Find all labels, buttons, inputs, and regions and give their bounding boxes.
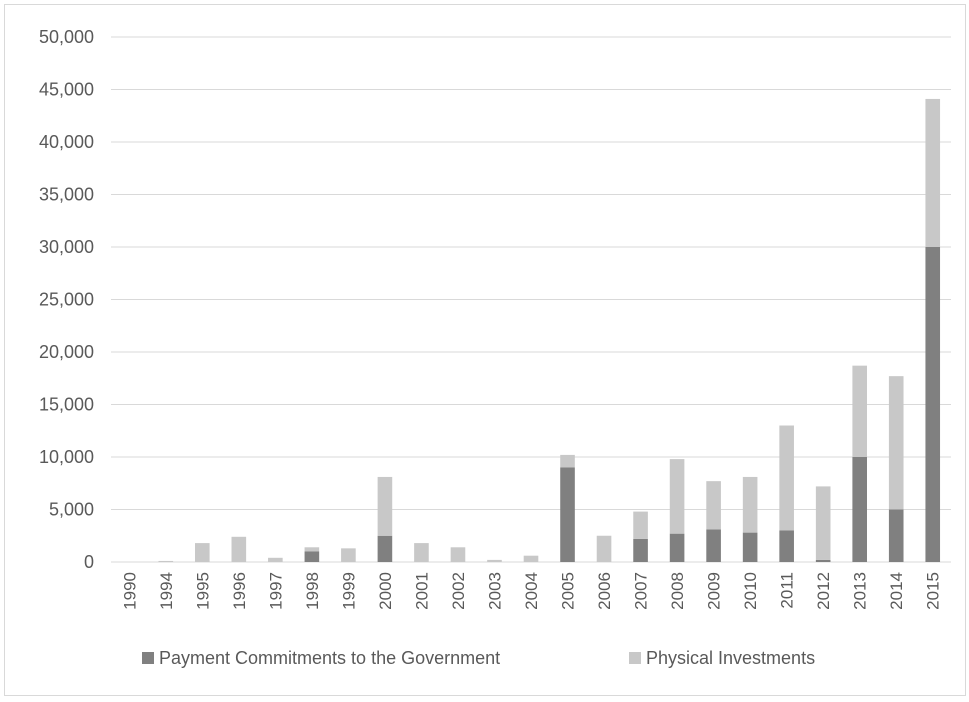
- y-tick-label: 45,000: [39, 80, 94, 100]
- y-tick-label: 50,000: [39, 27, 94, 47]
- legend: Payment Commitments to the Government Phy…: [142, 648, 815, 668]
- y-tick-label: 40,000: [39, 132, 94, 152]
- x-tick-label: 2001: [412, 572, 431, 610]
- bar-physical-investments-2009: [706, 481, 721, 530]
- bar-payment-commitments-2010: [742, 532, 758, 562]
- bar-physical-investments-1995: [195, 543, 210, 562]
- y-tick-label: 30,000: [39, 237, 94, 257]
- x-tick-label: 2006: [595, 572, 614, 610]
- chart-frame: 0 5,000 10,000 15,000 20,000 25,000 30,000 35,0…: [4, 4, 966, 696]
- y-tick-label: 15,000: [39, 395, 94, 415]
- x-tick-label: 2007: [632, 572, 651, 610]
- y-tick-label: 5,000: [49, 500, 94, 520]
- x-tick-label: 1996: [230, 572, 249, 610]
- bar-payment-commitments-2000: [377, 535, 393, 562]
- bar-physical-investments-2004: [523, 555, 539, 562]
- bar-payment-commitments-1998: [304, 551, 320, 562]
- bar-physical-investments-2010: [742, 476, 758, 533]
- legend-swatch: [629, 652, 641, 664]
- x-tick-label: 2008: [668, 572, 687, 610]
- legend-label: Physical Investments: [646, 648, 815, 668]
- bar-physical-investments-2003: [487, 559, 502, 562]
- x-axis-ticks: 1990 1994 1995 1996 1997 1998 1999 2000 2001 2002…: [120, 572, 942, 610]
- y-tick-label: 35,000: [39, 185, 94, 205]
- y-tick-label: 25,000: [39, 290, 94, 310]
- bar-physical-investments-2000: [377, 476, 393, 536]
- y-axis-ticks: 0 5,000 10,000 15,000 20,000 25,000 30,000 35,0…: [39, 27, 94, 572]
- bar-physical-investments-1999: [341, 548, 356, 562]
- x-tick-label: 2002: [449, 572, 468, 610]
- bar-physical-investments-2014: [888, 376, 904, 510]
- x-tick-label: 2004: [522, 572, 541, 610]
- bar-payment-commitments-2011: [779, 530, 794, 562]
- x-tick-label: 1995: [193, 572, 212, 610]
- bar-physical-investments-2008: [669, 459, 685, 534]
- x-tick-label: 2014: [887, 572, 906, 610]
- legend-swatch: [142, 652, 154, 664]
- bar-physical-investments-2007: [633, 511, 648, 539]
- y-tick-label: 20,000: [39, 342, 94, 362]
- x-tick-label: 2013: [851, 572, 870, 610]
- bar-payment-commitments-2005: [560, 467, 575, 562]
- bar-physical-investments-1996: [231, 536, 247, 562]
- bar-physical-investments-2015: [925, 98, 941, 247]
- x-tick-label: 2005: [559, 572, 578, 610]
- bar-payment-commitments-2007: [633, 538, 648, 562]
- y-tick-label: 10,000: [39, 447, 94, 467]
- x-tick-label: 1997: [266, 572, 285, 610]
- x-tick-label: 2012: [814, 572, 833, 610]
- x-tick-label: 1990: [120, 572, 139, 610]
- bar-payment-commitments-2014: [888, 509, 904, 562]
- bar-physical-investments-2005: [560, 454, 575, 468]
- bar-physical-investments-2013: [852, 365, 867, 457]
- bar-payment-commitments-2012: [815, 559, 831, 562]
- bar-payment-commitments-2009: [706, 529, 721, 562]
- bar-physical-investments-2002: [450, 547, 466, 562]
- bar-physical-investments-1994: [158, 560, 174, 562]
- bars: [158, 98, 941, 562]
- stacked-bar-chart: 0 5,000 10,000 15,000 20,000 25,000 30,000 35,0…: [39, 27, 951, 668]
- x-tick-label: 2003: [485, 572, 504, 610]
- x-tick-label: 2011: [778, 572, 797, 609]
- x-tick-label: 2009: [705, 572, 724, 610]
- x-tick-label: 2010: [741, 572, 760, 610]
- bar-physical-investments-1997: [268, 557, 283, 562]
- x-tick-label: 1998: [303, 572, 322, 610]
- legend-label: Payment Commitments to the Government: [159, 648, 500, 668]
- x-tick-label: 2015: [924, 572, 943, 610]
- bar-physical-investments-2012: [815, 486, 831, 560]
- bar-payment-commitments-2015: [925, 247, 941, 562]
- bar-physical-investments-2011: [779, 425, 794, 531]
- gridlines: [111, 36, 951, 563]
- y-tick-label: 0: [84, 552, 94, 572]
- bar-physical-investments-2001: [414, 543, 429, 562]
- bar-physical-investments-2006: [596, 535, 612, 562]
- bar-payment-commitments-2013: [852, 457, 867, 562]
- bar-payment-commitments-2008: [669, 533, 685, 562]
- x-tick-label: 2000: [376, 572, 395, 610]
- x-tick-label: 1999: [339, 572, 358, 610]
- x-tick-label: 1994: [157, 572, 176, 610]
- bar-physical-investments-1998: [304, 547, 320, 552]
